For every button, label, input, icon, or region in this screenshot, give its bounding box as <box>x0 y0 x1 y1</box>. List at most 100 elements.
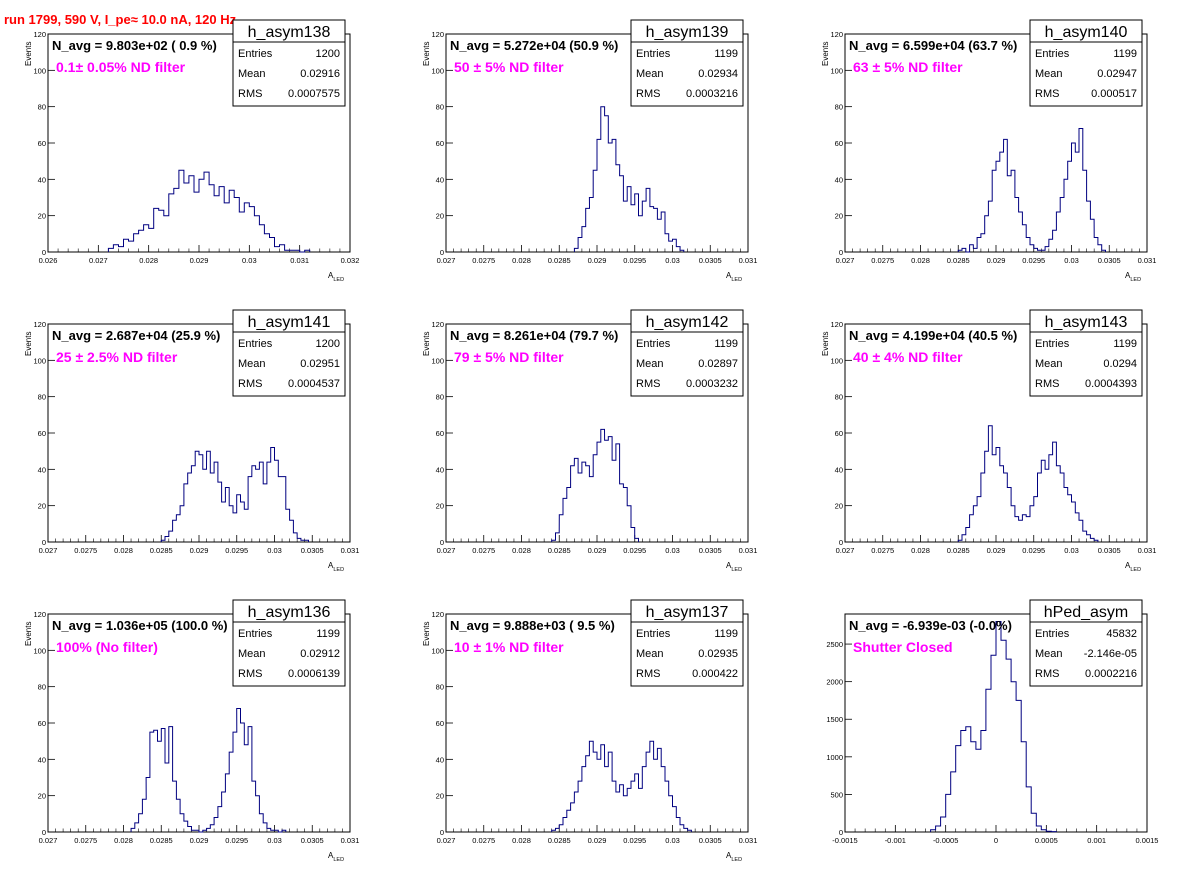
y-tick-label: 1500 <box>826 715 843 724</box>
filter-label: 79 ± 5% ND filter <box>454 349 564 365</box>
stats-box: h_asym143 Entries 1199 Mean 0.0294 RMS 0.00043… <box>1029 309 1143 397</box>
x-tick-label: 0.027 <box>836 546 855 555</box>
x-tick-label: 0.0305 <box>301 546 324 555</box>
stats-key: Entries <box>1035 48 1070 60</box>
y-tick-label: 0 <box>839 538 843 547</box>
x-axis-title: ALED <box>726 561 742 573</box>
y-tick-label: 80 <box>835 393 843 402</box>
stats-value: 45832 <box>1106 628 1137 640</box>
x-tick-label: 0.028 <box>512 546 531 555</box>
stats-value: 1200 <box>316 338 340 350</box>
y-tick-label: 100 <box>33 356 46 365</box>
y-tick-label: 20 <box>436 212 444 221</box>
y-tick-label: 500 <box>830 790 843 799</box>
stats-value: 0.02916 <box>300 68 340 80</box>
y-tick-label: 60 <box>835 139 843 148</box>
x-tick-label: 0.029 <box>987 546 1006 555</box>
histogram-series <box>551 428 639 542</box>
x-tick-label: 0.027 <box>437 256 456 265</box>
x-axis-title: ALED <box>726 851 742 863</box>
stats-key: RMS <box>636 88 660 100</box>
x-tick-label: 0.03 <box>267 836 282 845</box>
stats-key: Mean <box>1035 68 1063 80</box>
x-tick-label: 0.0305 <box>699 836 722 845</box>
y-tick-label: 120 <box>33 610 46 619</box>
histogram-series <box>130 708 287 833</box>
histogram-panel-h_asym142: 0 20 40 60 80 100 120 0.027 0.0275 0.028 0.0285 0.0… <box>422 309 757 573</box>
stats-value: 0.0003216 <box>686 88 738 100</box>
x-tick-label: 0.029 <box>190 836 209 845</box>
histogram-series <box>160 447 309 542</box>
x-tick-label: 0.029 <box>588 546 607 555</box>
stats-value: 0.02947 <box>1097 68 1137 80</box>
navg-label: N_avg = 6.599e+04 (63.7 %) <box>849 38 1017 53</box>
y-tick-label: 80 <box>38 393 46 402</box>
y-tick-label: 80 <box>436 103 444 112</box>
y-tick-label: 40 <box>436 755 444 764</box>
x-tick-label: 0.03 <box>242 256 257 265</box>
y-tick-label: 60 <box>835 429 843 438</box>
x-tick-label: 0.0285 <box>150 836 173 845</box>
x-tick-label: 0.027 <box>39 546 58 555</box>
stats-key: RMS <box>238 668 262 680</box>
x-tick-label: -0.0005 <box>933 836 958 845</box>
y-axis-title: Events <box>821 42 830 66</box>
filter-label: 50 ± 5% ND filter <box>454 59 564 75</box>
y-tick-label: 0 <box>440 248 444 257</box>
x-tick-label: 0 <box>994 836 998 845</box>
x-tick-label: 0.031 <box>341 546 360 555</box>
x-tick-label: 0.028 <box>114 546 133 555</box>
histogram-name: h_asym140 <box>1045 24 1128 41</box>
x-axis-title: ALED <box>328 271 344 283</box>
x-tick-label: 0.028 <box>512 836 531 845</box>
navg-label: N_avg = 9.803e+02 ( 0.9 %) <box>52 38 217 53</box>
x-tick-label: 0.0275 <box>871 546 894 555</box>
y-tick-label: 40 <box>38 175 46 184</box>
x-tick-label: 0.0285 <box>548 836 571 845</box>
histogram-series <box>957 128 1106 253</box>
run-title: run 1799, 590 V, I_pe≈ 10.0 nA, 120 Hz <box>4 12 237 27</box>
stats-key: RMS <box>238 378 262 390</box>
navg-label: N_avg = -6.939e-03 (-0.0%) <box>849 618 1012 633</box>
stats-value: 1199 <box>1113 48 1137 60</box>
stats-value: 0.000422 <box>692 668 738 680</box>
x-tick-label: 0.03 <box>1064 546 1079 555</box>
y-tick-label: 20 <box>436 792 444 801</box>
x-tick-label: 0.027 <box>89 256 108 265</box>
histogram-panel-h_asym138: 0 20 40 60 80 100 120 0.026 0.027 0.028 0.029 0.03 0… <box>24 19 359 283</box>
stats-key: Entries <box>1035 338 1070 350</box>
y-tick-label: 20 <box>835 502 843 511</box>
x-tick-label: 0.029 <box>588 256 607 265</box>
histogram-name: h_asym136 <box>248 604 331 621</box>
histogram-series <box>573 106 685 252</box>
y-tick-label: 40 <box>38 755 46 764</box>
y-tick-label: 20 <box>436 502 444 511</box>
y-tick-label: 100 <box>830 356 843 365</box>
histogram-panel-h_asym137: 0 20 40 60 80 100 120 0.027 0.0275 0.028 0.0285 0.0… <box>422 599 757 863</box>
y-tick-label: 80 <box>38 683 46 692</box>
x-tick-label: 0.028 <box>114 836 133 845</box>
x-tick-label: 0.031 <box>1138 256 1157 265</box>
x-tick-label: 0.028 <box>139 256 158 265</box>
stats-key: Mean <box>1035 648 1063 660</box>
y-axis-title: Events <box>24 42 33 66</box>
x-axis-title: ALED <box>1125 561 1141 573</box>
y-tick-label: 60 <box>436 719 444 728</box>
stats-value: 0.02951 <box>300 358 340 370</box>
histogram-panel-h_asym140: 0 20 40 60 80 100 120 0.027 0.0275 0.028 0.0285 0.0… <box>821 19 1157 283</box>
x-axis-subscript: LED <box>333 857 344 863</box>
navg-label: N_avg = 4.199e+04 (40.5 %) <box>849 328 1017 343</box>
x-tick-label: 0.0285 <box>548 546 571 555</box>
y-axis-title: Events <box>422 42 431 66</box>
x-tick-label: 0.029 <box>588 836 607 845</box>
stats-key: RMS <box>1035 668 1059 680</box>
stats-value: 0.0004537 <box>288 378 340 390</box>
x-tick-label: 0.026 <box>39 256 58 265</box>
stats-box: h_asym136 Entries 1199 Mean 0.02912 RMS 0.0006… <box>232 599 346 687</box>
filter-label: 10 ± 1% ND filter <box>454 639 564 655</box>
y-tick-label: 20 <box>38 792 46 801</box>
x-tick-label: 0.03 <box>1064 256 1079 265</box>
y-tick-label: 120 <box>830 30 843 39</box>
stats-value: 0.000517 <box>1091 88 1137 100</box>
